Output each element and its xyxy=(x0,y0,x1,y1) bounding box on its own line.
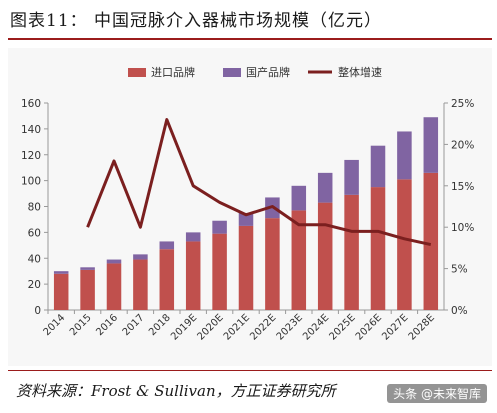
chart-svg: 进口品牌 国产品牌 整体增速 0 20 40 60 80 100 120 140 160 0% 5% 10… xyxy=(21,65,474,343)
y-left-tick-label: 20 xyxy=(28,279,41,291)
y-right-tick-label: 15% xyxy=(451,181,474,193)
bar-imported xyxy=(106,263,122,310)
bar-imported xyxy=(53,273,69,310)
legend-label: 整体增速 xyxy=(338,65,382,79)
bar-imported xyxy=(397,179,412,310)
bar-domestic xyxy=(397,131,412,180)
bar-domestic xyxy=(344,159,359,195)
source-note: 资料来源：Frost & Sullivan，方正证券研究所 xyxy=(16,382,336,400)
bar-domestic xyxy=(370,145,386,188)
bar-imported xyxy=(80,269,95,310)
bar-imported xyxy=(265,218,280,310)
y-left-tick-label: 160 xyxy=(21,98,41,110)
legend: 进口品牌 国产品牌 整体增速 xyxy=(128,65,382,79)
chart-title: 图表11： 中国冠脉介入器械市场规模（亿元） xyxy=(10,11,383,31)
bar-domestic xyxy=(423,117,439,173)
bar-imported xyxy=(344,194,359,310)
legend-swatch xyxy=(223,68,241,77)
legend-swatch xyxy=(128,68,146,77)
legend-label: 国产品牌 xyxy=(246,65,290,79)
y-left-tick-label: 60 xyxy=(28,227,41,239)
y-left-tick-label: 0 xyxy=(34,305,41,317)
bar-imported xyxy=(159,249,175,310)
bar-imported xyxy=(212,233,227,310)
x-tick-label: 2014 xyxy=(42,312,68,338)
y-left-tick-label: 40 xyxy=(28,253,41,265)
bar-domestic xyxy=(106,259,122,264)
bar-domestic xyxy=(238,212,254,226)
bar-imported xyxy=(370,187,386,310)
x-tick-label: 2024E xyxy=(301,312,331,342)
x-tick-label: 2023E xyxy=(275,312,305,342)
x-tick-label: 2022E xyxy=(248,312,278,342)
source-divider xyxy=(8,370,492,371)
y-right-tick-label: 20% xyxy=(451,139,474,151)
y-right-tick-label: 25% xyxy=(451,98,474,110)
bar-domestic xyxy=(159,241,175,250)
chart-area: 进口品牌 国产品牌 整体增速 0 20 40 60 80 100 120 140 160 0% 5% 10… xyxy=(8,48,492,366)
x-tick-label: 2025E xyxy=(327,312,357,342)
x-tick-label: 2028E xyxy=(407,312,437,342)
x-tick-label: 2020E xyxy=(195,312,225,342)
y-right-tick-label: 0% xyxy=(451,305,468,317)
bar-imported xyxy=(291,210,307,310)
x-tick-label: 2015 xyxy=(68,312,94,338)
x-tick-label: 2027E xyxy=(380,312,410,342)
watermark: 头条 @未来智库 xyxy=(387,384,487,403)
x-tick-label: 2026E xyxy=(354,312,384,342)
growth-line xyxy=(86,118,432,247)
x-tick-label: 2016 xyxy=(94,312,120,338)
y-right-tick-label: 5% xyxy=(451,264,468,276)
bar-domestic xyxy=(291,185,307,211)
x-tick-label: 2017 xyxy=(121,312,147,338)
y-left-tick-label: 140 xyxy=(21,124,41,136)
bar-domestic xyxy=(53,271,69,274)
legend-label: 进口品牌 xyxy=(151,65,195,79)
y-left-tick-label: 100 xyxy=(21,176,41,188)
bar-imported xyxy=(317,202,333,310)
x-tick-label: 2019E xyxy=(169,312,199,342)
bar-domestic xyxy=(317,172,333,203)
y-left-tick-label: 80 xyxy=(28,202,41,214)
x-tick-label: 2021E xyxy=(222,312,252,342)
growth-series-line xyxy=(86,118,432,247)
bar-imported xyxy=(185,241,201,310)
bar-domestic xyxy=(185,232,201,242)
bar-imported xyxy=(133,259,148,310)
title-divider xyxy=(8,38,492,40)
bar-imported xyxy=(423,172,439,310)
y-right-tick-label: 10% xyxy=(451,222,474,234)
bar-domestic xyxy=(212,220,227,234)
bar-domestic xyxy=(80,267,95,270)
bar-domestic xyxy=(133,254,148,260)
bar-imported xyxy=(238,225,254,310)
y-left-tick-label: 120 xyxy=(21,150,41,162)
